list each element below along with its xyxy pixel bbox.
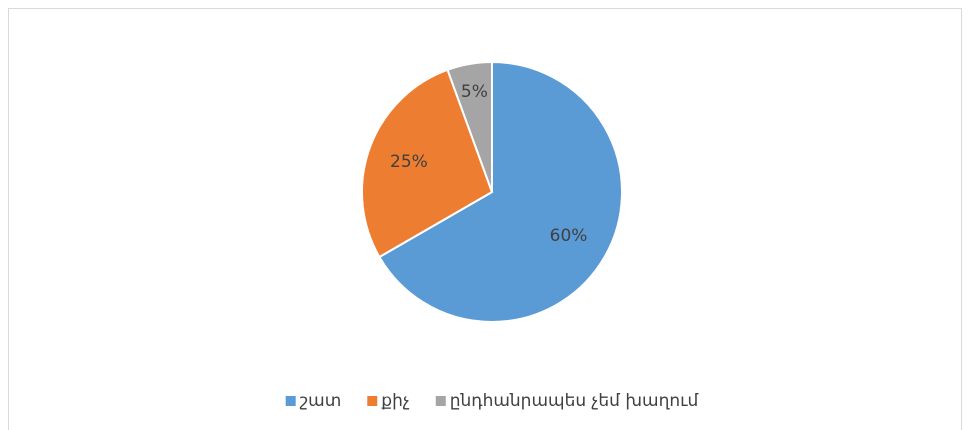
legend-label: շատ <box>300 391 342 411</box>
pie-slice <box>361 68 494 259</box>
legend-marker <box>285 396 296 406</box>
legend-marker <box>435 396 446 406</box>
pie-slice <box>446 60 493 193</box>
pie-slice <box>378 60 623 323</box>
legend-label: ընդհանրապես չեմ խաղում <box>450 391 699 411</box>
legend-marker <box>367 396 378 406</box>
data-label: 5% <box>461 82 488 102</box>
legend-label: քիչ <box>381 391 410 411</box>
data-label: 60% <box>550 226 588 246</box>
data-label: 25% <box>390 152 428 172</box>
